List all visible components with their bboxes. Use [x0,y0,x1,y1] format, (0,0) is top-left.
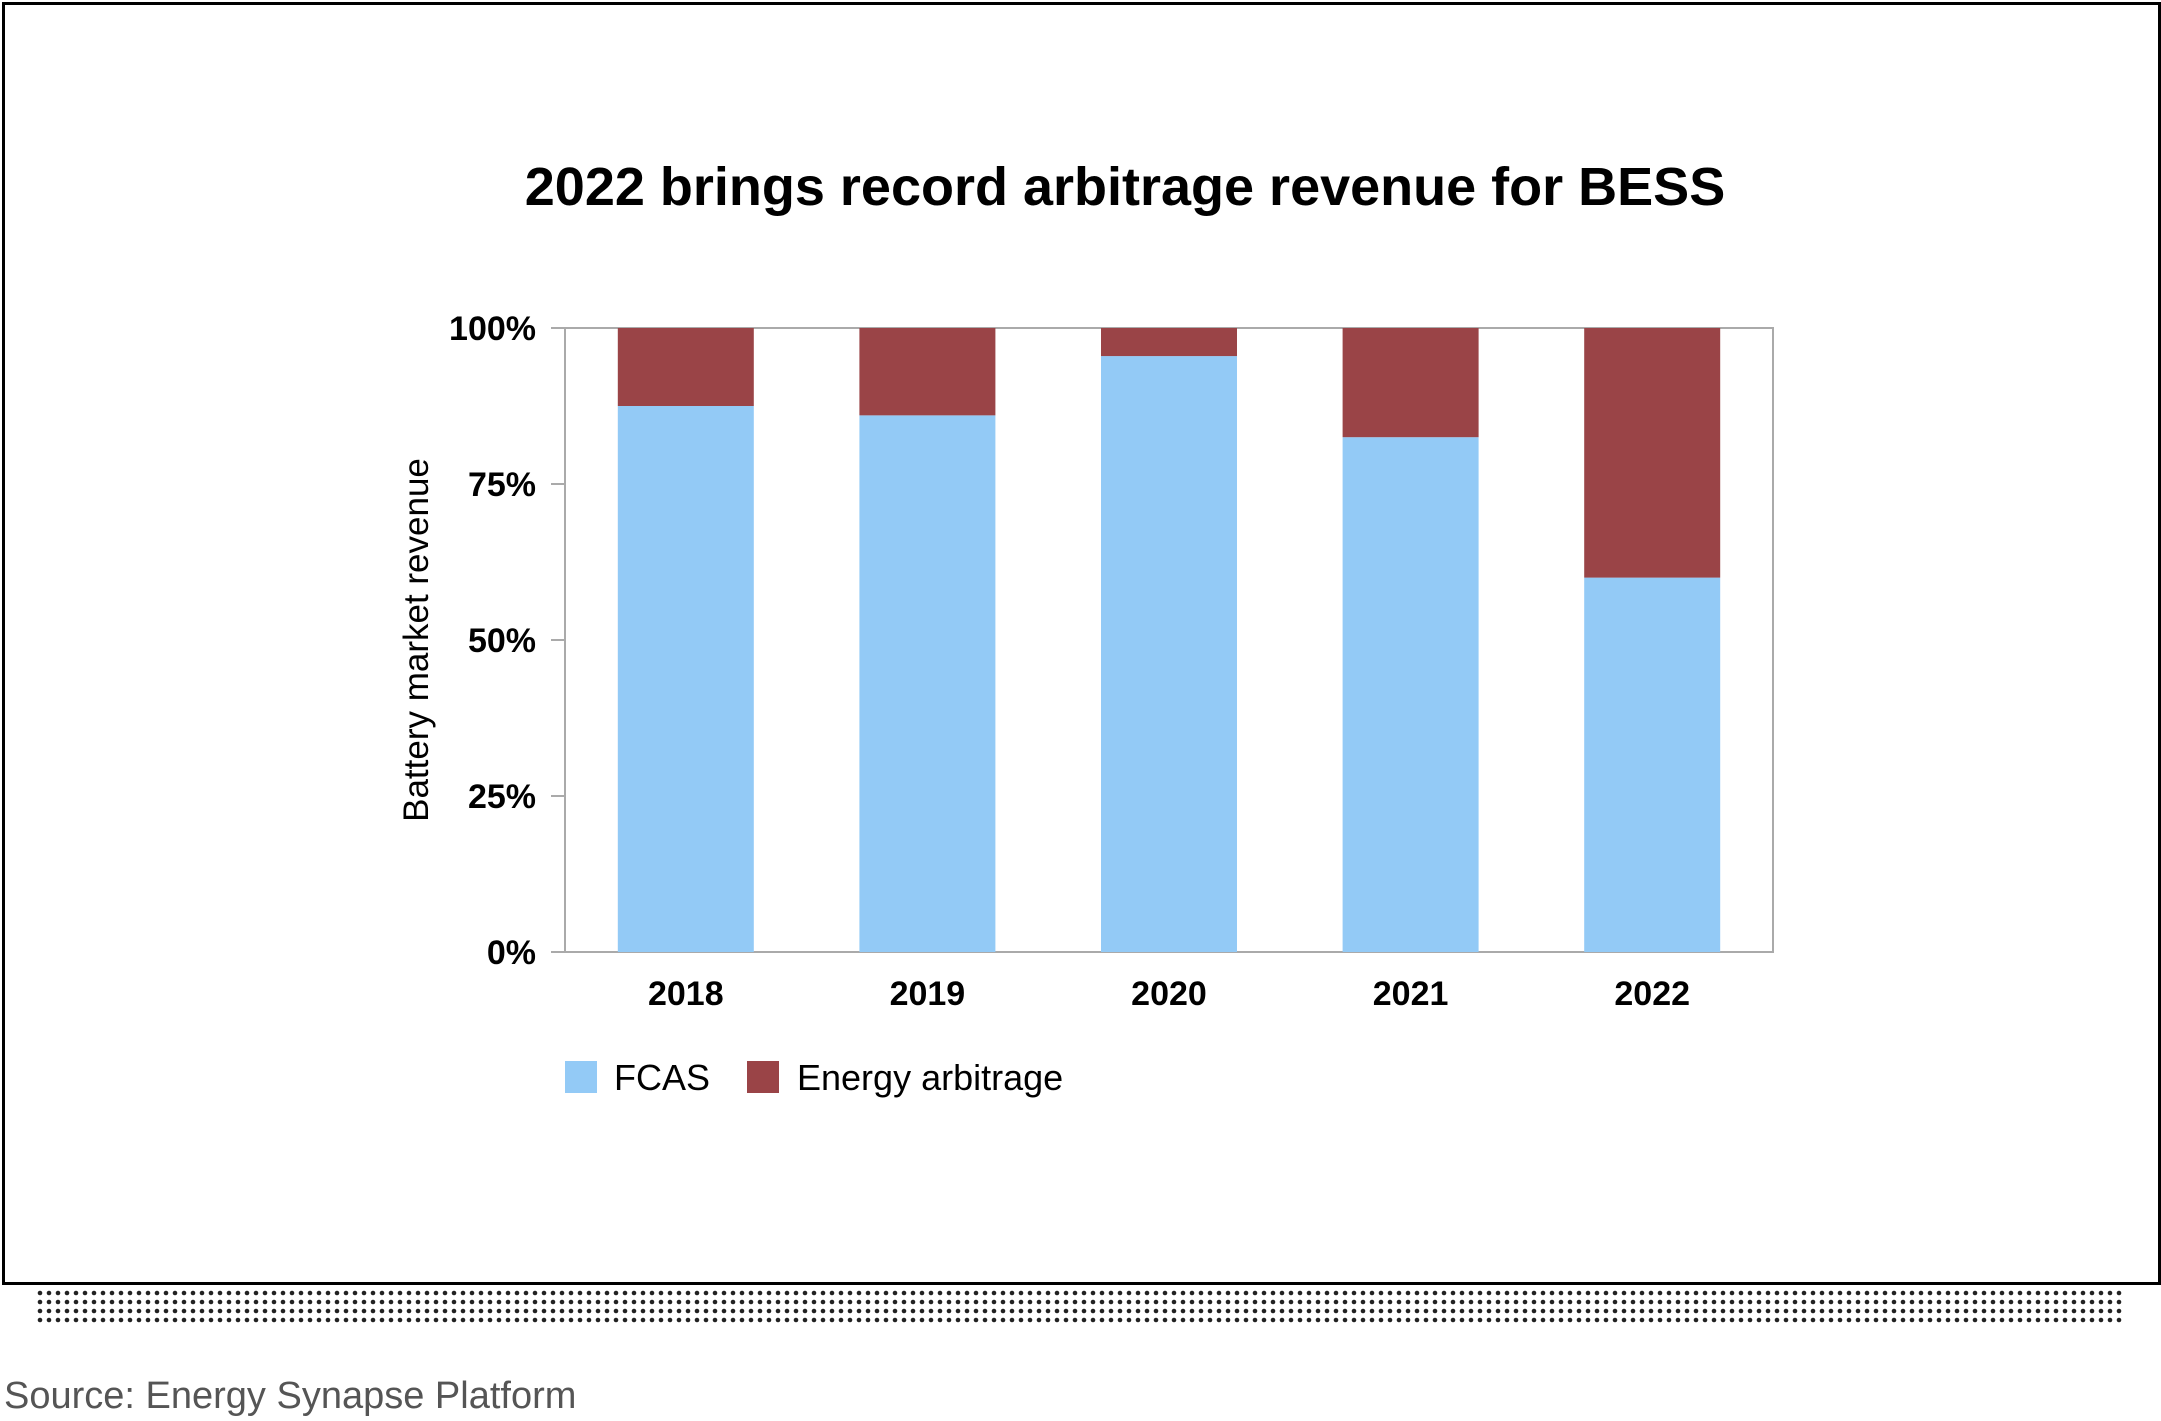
y-tick-label: 25% [468,778,536,816]
chart-title: 2022 brings record arbitrage revenue for… [525,157,1725,217]
legend: FCAS Energy arbitrage [565,1057,1063,1098]
bar-energy-arbitrage-2018 [617,328,754,406]
bar-fcas-2019 [859,415,996,952]
bar-energy-arbitrage-2021 [1342,328,1479,438]
bar-fcas-2018 [617,406,754,952]
y-axis-label: Battery market revenue [397,458,436,822]
legend-label-energy-arbitrage: Energy arbitrage [797,1057,1063,1098]
x-tick-label: 2019 [890,975,966,1013]
plot-area: 0% 25% 50% 75% 100% 2018 2019 2020 2021 2022 [449,310,1774,1013]
bar-fcas-2021 [1342,437,1479,952]
bar-fcas-2022 [1584,577,1721,952]
x-tick-label: 2022 [1614,975,1690,1013]
bar-energy-arbitrage-2022 [1584,328,1721,578]
source-note: Source: Energy Synapse Platform [4,1375,577,1417]
x-tick-label: 2018 [648,975,724,1013]
dotted-divider [37,1290,2122,1323]
bar-fcas-2020 [1101,356,1237,953]
legend-swatch-fcas [565,1061,597,1093]
bar-energy-arbitrage-2019 [859,328,996,416]
legend-swatch-energy-arbitrage [747,1061,779,1093]
y-tick-label: 75% [468,466,536,504]
bar-energy-arbitrage-2020 [1101,328,1237,357]
x-tick-label: 2020 [1131,975,1207,1013]
y-tick-label: 0% [487,934,536,972]
y-tick-label: 100% [449,310,536,348]
chart-frame [2,2,2161,1285]
legend-label-fcas: FCAS [614,1057,710,1098]
x-tick-label: 2021 [1373,975,1449,1013]
y-tick-label: 50% [468,622,536,660]
